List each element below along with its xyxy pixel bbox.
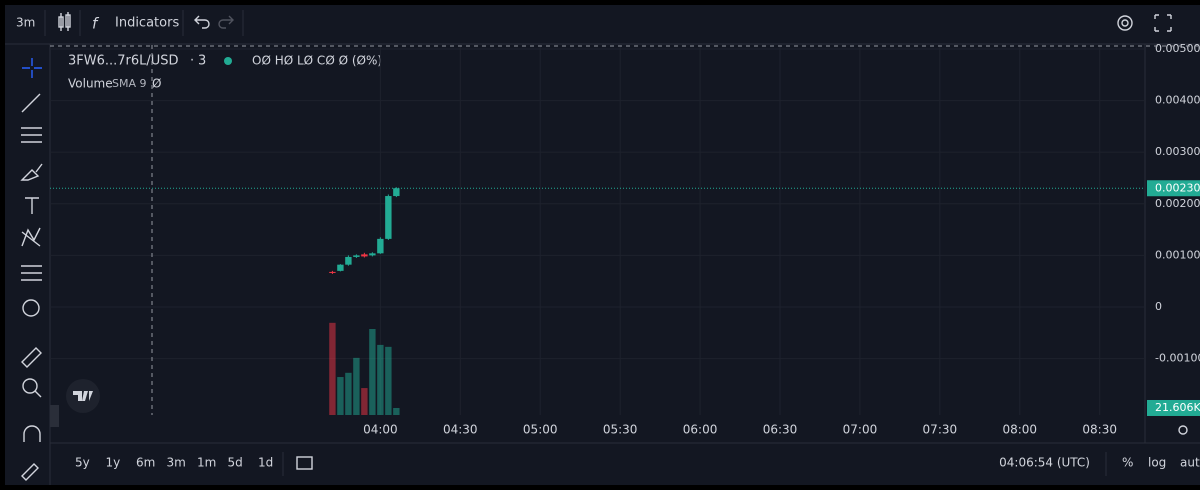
chart-type-icon[interactable] bbox=[58, 12, 71, 31]
lock-tool[interactable] bbox=[21, 463, 39, 481]
symbol: 3FW6...7r6L/USD bbox=[68, 54, 179, 69]
fullscreen[interactable] bbox=[1154, 14, 1172, 32]
log-toggle[interactable]: log bbox=[1148, 456, 1166, 470]
volume-label-bg bbox=[1147, 399, 1200, 416]
x-tick-label: 05:00 bbox=[523, 423, 558, 437]
app-bg bbox=[5, 5, 1200, 485]
logo bbox=[73, 391, 93, 401]
date-range-icon[interactable] bbox=[296, 456, 313, 470]
candle-body bbox=[369, 253, 376, 256]
x-tick-label: 06:30 bbox=[763, 423, 798, 437]
candle-body bbox=[353, 255, 360, 257]
volume-bar bbox=[377, 344, 384, 415]
volume-value: Ø bbox=[152, 77, 161, 91]
settings[interactable] bbox=[1117, 15, 1133, 31]
candle-body bbox=[385, 196, 392, 239]
x-tick-label: 08:30 bbox=[1082, 423, 1117, 437]
range-button[interactable]: 6m bbox=[136, 456, 155, 470]
volume-bar bbox=[345, 372, 352, 415]
y-tick-label: 0 bbox=[1155, 300, 1162, 313]
volume-params: SMA 9 bbox=[112, 77, 147, 90]
volume-bar bbox=[385, 346, 392, 415]
emoji-tool[interactable] bbox=[22, 299, 40, 317]
range-button[interactable]: 1d bbox=[258, 456, 273, 470]
candle-body bbox=[329, 271, 336, 273]
x-tick-label: 07:30 bbox=[923, 423, 958, 437]
volume-bar bbox=[337, 377, 344, 415]
undo[interactable] bbox=[194, 15, 210, 29]
range-button[interactable]: 1y bbox=[106, 456, 121, 470]
interval-button[interactable]: 3m bbox=[16, 16, 35, 30]
legend-interval: 3 bbox=[198, 54, 206, 69]
trendline-tool[interactable] bbox=[21, 93, 41, 113]
redo[interactable] bbox=[218, 15, 234, 29]
legend-dot: · bbox=[190, 54, 194, 69]
auto-toggle[interactable]: auto bbox=[1180, 456, 1200, 470]
candle-body bbox=[337, 264, 344, 271]
volume-bar bbox=[369, 328, 376, 415]
pattern-tool[interactable] bbox=[21, 227, 41, 247]
volume-bar bbox=[329, 322, 336, 415]
plot: 04:00 04:30 05:00 05:30 06:00 06:30 07:00 07:30… bbox=[50, 42, 1200, 437]
indicators-button[interactable]: Indicators bbox=[115, 16, 179, 31]
range-button[interactable]: 5y bbox=[75, 456, 90, 470]
crosshair-tool[interactable] bbox=[22, 58, 42, 78]
candle-body bbox=[345, 256, 352, 265]
tools bbox=[20, 58, 43, 481]
x-tick-label: 06:00 bbox=[683, 423, 718, 437]
ruler-tool[interactable] bbox=[21, 347, 42, 368]
range-button[interactable]: 5d bbox=[228, 456, 243, 470]
x-tick-label: 04:30 bbox=[443, 423, 478, 437]
volume-label: 21.606K bbox=[1155, 401, 1200, 414]
price-label-bg bbox=[1147, 180, 1200, 197]
zoom-tool[interactable] bbox=[22, 378, 38, 394]
volume-bar bbox=[393, 407, 400, 415]
candle-body bbox=[377, 238, 384, 254]
text-tool[interactable] bbox=[25, 197, 39, 214]
price-label: 0.002301 bbox=[1155, 181, 1200, 194]
x-tick-label: 05:30 bbox=[603, 423, 638, 437]
x-tick-label: 07:00 bbox=[843, 423, 878, 437]
range-button[interactable]: 1m bbox=[197, 456, 216, 470]
volume-bar bbox=[353, 357, 360, 415]
collapse-button[interactable] bbox=[50, 405, 59, 427]
status-dot bbox=[224, 57, 232, 65]
fx-icon[interactable]: f bbox=[92, 15, 100, 33]
candle-body bbox=[361, 254, 368, 257]
ohlc: OØ HØ LØ CØ Ø (Ø%) bbox=[252, 54, 382, 68]
percent-toggle[interactable]: % bbox=[1122, 456, 1133, 470]
axis-settings[interactable] bbox=[1178, 425, 1188, 435]
x-tick-label: 04:00 bbox=[363, 423, 398, 437]
volume-bar bbox=[361, 388, 368, 415]
fib-tool[interactable] bbox=[21, 127, 42, 143]
candle-body bbox=[393, 188, 400, 197]
clock: 04:06:54 (UTC) bbox=[999, 456, 1090, 470]
ranges: 5y 1y 6m 3m 1m 5d 1d bbox=[75, 456, 273, 470]
prediction-tool[interactable] bbox=[21, 265, 42, 281]
volume-label: Volume bbox=[68, 77, 113, 91]
magnet-tool[interactable] bbox=[23, 425, 41, 442]
settings-core bbox=[1121, 19, 1129, 27]
x-tick-label: 08:00 bbox=[1002, 423, 1037, 437]
zoom-handle bbox=[34, 390, 42, 398]
range-button[interactable]: 3m bbox=[167, 456, 186, 470]
brush-tool[interactable] bbox=[20, 163, 43, 181]
